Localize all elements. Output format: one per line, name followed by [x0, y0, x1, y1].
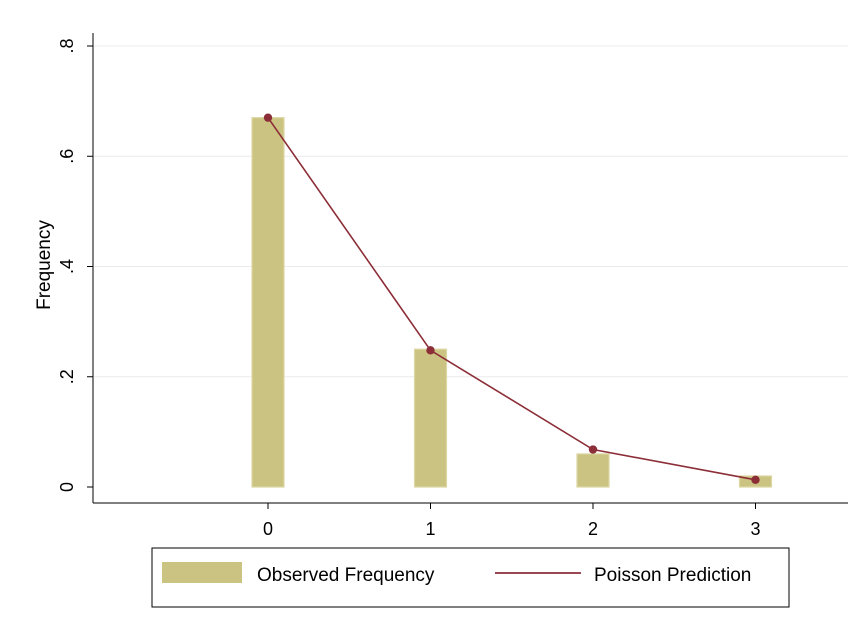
x-tick-label-1: 1	[425, 519, 435, 539]
bar-1	[413, 348, 448, 488]
x-tick-label-2: 2	[588, 519, 598, 539]
poisson-point-3	[751, 475, 760, 485]
poisson-point-2	[588, 445, 598, 454]
gridlines	[94, 45, 848, 378]
x-tick-label-3: 3	[750, 519, 760, 539]
x-ticks: 0 1 2 3	[263, 503, 761, 539]
axes	[92, 33, 848, 504]
y-ticks: 0 .2 .4 .6 .8	[57, 38, 93, 492]
bars-observed-frequency	[251, 117, 773, 488]
legend-swatch-observed-frequency	[162, 562, 242, 583]
legend: Observed Frequency Poisson Prediction	[151, 547, 790, 608]
y-tick-label-0: 0	[57, 482, 77, 492]
legend-label-observed-frequency: Observed Frequency	[257, 565, 435, 586]
legend-box	[151, 547, 790, 608]
y-tick-label-3: .6	[57, 149, 77, 164]
bar-0	[251, 117, 285, 488]
poisson-point-0	[263, 113, 273, 122]
legend-label-poisson-prediction: Poisson Prediction	[594, 565, 751, 586]
y-tick-label-2: .4	[57, 259, 77, 274]
line-poisson-prediction	[263, 113, 760, 485]
x-tick-label-0: 0	[263, 519, 273, 539]
poisson-point-1	[426, 346, 435, 355]
bar-2	[576, 453, 610, 488]
y-tick-label-4: .8	[57, 38, 77, 53]
y-tick-label-1: .2	[57, 369, 77, 384]
poisson-line-path	[267, 117, 756, 481]
y-axis-label: Frequency	[34, 220, 55, 310]
